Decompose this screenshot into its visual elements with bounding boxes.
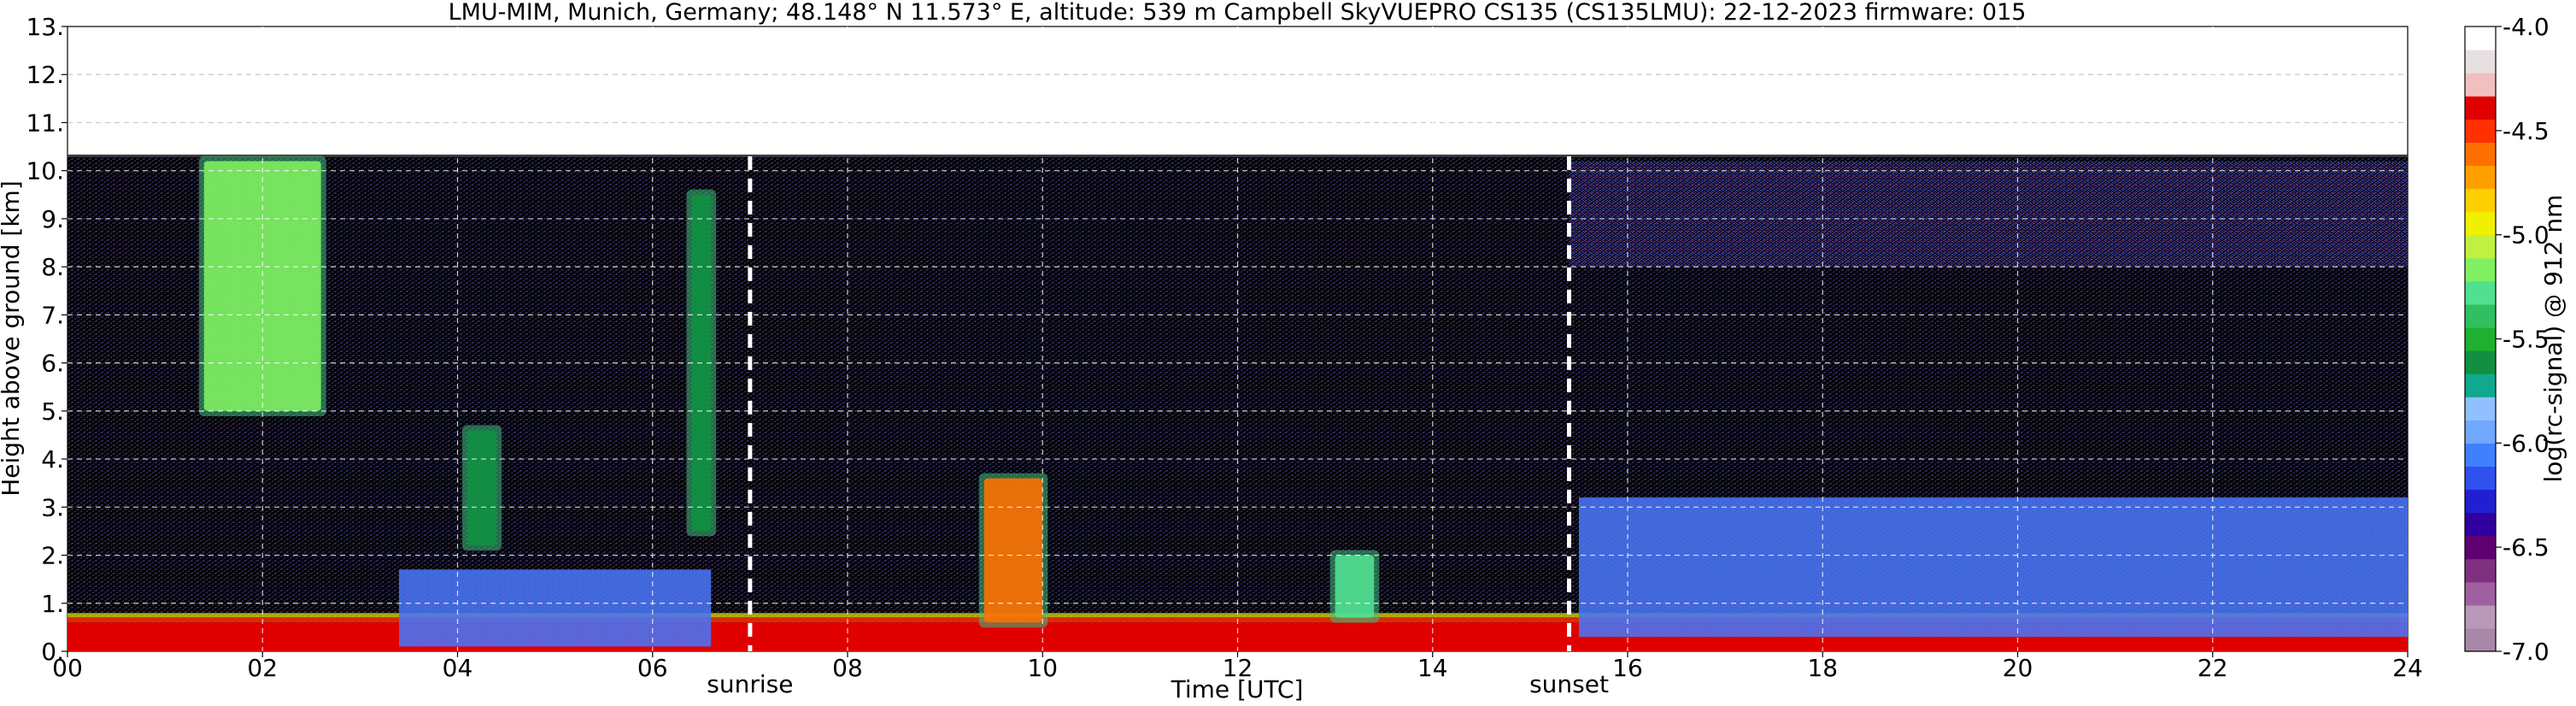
colorbar-swatch	[2465, 558, 2496, 583]
colorbar-swatch	[2465, 303, 2496, 328]
x-tick-label: 08	[832, 654, 863, 682]
x-tick-label: 24	[2392, 654, 2423, 682]
colorbar-swatch	[2465, 257, 2496, 282]
feature-cloud-4	[461, 425, 502, 551]
colorbar-swatch	[2465, 280, 2496, 305]
colorbar: -4.0 -4.5 -5.0 -5.5 -6.0 -6.5 -7.0	[2464, 13, 2550, 666]
colorbar-swatch	[2465, 627, 2496, 652]
x-tick-label: 06	[637, 654, 668, 682]
colorbar-swatch	[2465, 26, 2496, 50]
feature-edge	[67, 613, 2408, 618]
colorbar-tick-label: -5.5	[2503, 326, 2550, 354]
colorbar-tick-label: -6.5	[2503, 533, 2550, 562]
colorbar-swatch	[2465, 397, 2496, 421]
colorbar-swatch	[2465, 443, 2496, 468]
y-tick-label: 3.	[41, 493, 64, 521]
x-tick-label: 04	[443, 654, 473, 682]
colorbar-tick-label: -4.5	[2503, 117, 2550, 145]
colorbar-swatch	[2465, 96, 2496, 120]
x-tick-label: 00	[52, 654, 83, 682]
colorbar-swatch	[2465, 165, 2496, 190]
y-axis: 0. 1. 2. 3. 4. 5. 6. 7. 8. 9. 10. 11. 12. 13.	[26, 13, 67, 666]
feature-texture	[1578, 497, 2408, 638]
colorbar-swatch	[2465, 374, 2496, 397]
y-tick-label: 13.	[26, 13, 64, 41]
x-tick-label: 16	[1612, 654, 1643, 682]
feature-fill	[1569, 161, 2408, 268]
colorbar-swatch	[2465, 142, 2496, 167]
grid-lines	[67, 26, 2408, 651]
feature-fill	[203, 161, 321, 411]
x-tick-label: 12	[1223, 654, 1253, 682]
colorbar-swatch	[2465, 50, 2496, 74]
y-tick-label: 1.	[41, 590, 64, 618]
feature-cloud-6	[1329, 550, 1380, 623]
feature-cloud-3	[198, 156, 326, 416]
colorbar-swatch	[2465, 489, 2496, 514]
chart-title: LMU-MIM, Munich, Germany; 48.148° N 11.5…	[449, 0, 2027, 26]
feature-cloud-5	[978, 473, 1048, 628]
y-tick-label: 0.	[41, 638, 64, 666]
y-tick-label: 11.	[26, 109, 64, 137]
feature-noise_band-8	[1569, 161, 2408, 268]
colorbar-tick-label: -5.0	[2503, 221, 2550, 250]
colorbar-swatch	[2465, 581, 2496, 606]
colorbar-label: log(rc-signal) @ 912 nm	[2539, 195, 2567, 483]
feature-fill	[983, 478, 1043, 623]
colorbar-swatch	[2465, 512, 2496, 537]
marker-label-sunset: sunset	[1529, 670, 1609, 698]
feature-fill	[1335, 555, 1375, 618]
feature-boundary_layer-1	[399, 569, 712, 647]
colorbar-tick-label: -7.0	[2503, 638, 2550, 666]
y-axis-label: Height above ground [km]	[0, 180, 25, 497]
x-tick-label: 18	[1807, 654, 1838, 682]
colorbar-tick-label: -6.0	[2503, 429, 2550, 457]
feature-fill	[466, 430, 497, 546]
sun-markers: sunrise sunset	[707, 156, 1609, 698]
marker-label-sunrise: sunrise	[707, 670, 793, 698]
colorbar-swatch	[2465, 535, 2496, 560]
y-tick-label: 4.	[41, 445, 64, 474]
colorbar-swatch	[2465, 73, 2496, 97]
y-tick-label: 8.	[41, 253, 64, 281]
y-tick-label: 9.	[41, 205, 64, 233]
x-tick-label: 10	[1027, 654, 1058, 682]
feature-texture	[399, 569, 712, 647]
colorbar-swatch	[2465, 350, 2496, 374]
x-tick-label: 02	[247, 654, 278, 682]
data-top-edge	[67, 154, 2408, 157]
colorbar-swatch	[2465, 119, 2496, 143]
x-tick-label: 22	[2198, 654, 2228, 682]
y-tick-label: 7.	[41, 301, 64, 329]
colorbar-swatch	[2465, 188, 2496, 213]
x-tick-label: 20	[2003, 654, 2033, 682]
y-tick-label: 12.	[26, 61, 64, 89]
colorbar-swatch	[2465, 420, 2496, 444]
colorbar-swatch	[2465, 604, 2496, 629]
colorbar-swatch	[2465, 327, 2496, 351]
colorbar-swatch	[2465, 211, 2496, 236]
x-axis-label: Time [UTC]	[1171, 675, 1304, 703]
colorbar-tick-label: -4.0	[2503, 13, 2550, 41]
feature-boundary_layer-2	[1578, 497, 2408, 638]
y-tick-label: 5.	[41, 397, 64, 426]
y-tick-label: 2.	[41, 542, 64, 570]
x-axis: 00 02 04 06 08 10 12 14 16 18 20 22 24	[52, 651, 2423, 682]
y-tick-label: 10.	[26, 157, 64, 185]
x-tick-label: 14	[1417, 654, 1448, 682]
colorbar-swatch	[2465, 466, 2496, 491]
y-tick-label: 6.	[41, 350, 64, 378]
colorbar-swatch	[2465, 234, 2496, 259]
